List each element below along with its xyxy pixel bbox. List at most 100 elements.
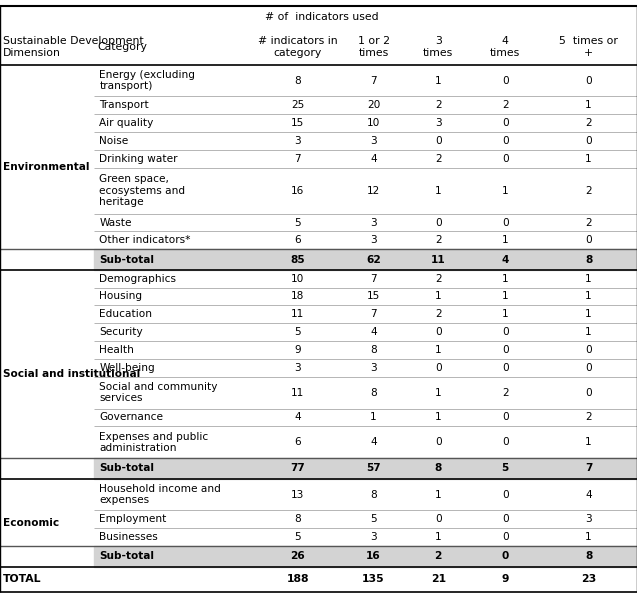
Text: Well-being: Well-being (99, 363, 155, 372)
Text: 4: 4 (370, 327, 377, 337)
Text: Security: Security (99, 327, 143, 337)
Text: 0: 0 (502, 437, 508, 448)
Text: 0: 0 (585, 387, 592, 398)
Text: 0: 0 (435, 363, 441, 372)
Text: 16: 16 (366, 551, 381, 561)
Text: 0: 0 (502, 327, 508, 337)
Text: 1: 1 (502, 186, 508, 195)
Text: 2: 2 (502, 100, 508, 110)
Text: 3: 3 (294, 136, 301, 146)
Text: Governance: Governance (99, 412, 163, 423)
Text: 1: 1 (435, 489, 441, 499)
Text: 4: 4 (370, 154, 377, 164)
Text: 0: 0 (435, 514, 441, 524)
Text: 1: 1 (435, 186, 441, 195)
Text: 0: 0 (502, 76, 508, 85)
Text: 2: 2 (435, 274, 441, 284)
Text: 20: 20 (367, 100, 380, 110)
Text: 2: 2 (502, 387, 508, 398)
Text: 0: 0 (435, 218, 441, 228)
Text: 0: 0 (585, 136, 592, 146)
Text: 5: 5 (294, 532, 301, 542)
Text: 0: 0 (502, 412, 508, 423)
Text: 7: 7 (370, 76, 377, 85)
Text: Economic: Economic (3, 517, 59, 527)
Text: 6: 6 (294, 437, 301, 448)
Text: 2: 2 (435, 235, 441, 246)
Text: 1: 1 (435, 345, 441, 355)
Text: 0: 0 (435, 437, 441, 448)
Text: 1: 1 (585, 154, 592, 164)
Bar (94, 546, 637, 567)
Text: 1: 1 (585, 274, 592, 284)
Text: Housing: Housing (99, 291, 143, 302)
Text: 11: 11 (291, 309, 304, 319)
Text: Sub-total: Sub-total (99, 551, 154, 561)
Text: 0: 0 (501, 551, 509, 561)
Text: 8: 8 (370, 489, 377, 499)
Text: 77: 77 (290, 464, 305, 473)
Text: 5  times or
+: 5 times or + (559, 36, 618, 58)
Text: 0: 0 (502, 514, 508, 524)
Text: 2: 2 (435, 309, 441, 319)
Text: 18: 18 (291, 291, 304, 302)
Text: 3: 3 (370, 136, 377, 146)
Text: Businesses: Businesses (99, 532, 158, 542)
Text: 8: 8 (370, 387, 377, 398)
Text: 11: 11 (431, 254, 446, 265)
Text: 1: 1 (585, 309, 592, 319)
Text: 0: 0 (502, 218, 508, 228)
Text: 1: 1 (585, 532, 592, 542)
Text: Demographics: Demographics (99, 274, 176, 284)
Text: Sub-total: Sub-total (99, 464, 154, 473)
Text: 25: 25 (291, 100, 304, 110)
Text: 7: 7 (370, 309, 377, 319)
Text: 9: 9 (294, 345, 301, 355)
Text: 2: 2 (434, 551, 442, 561)
Bar (94, 458, 637, 479)
Text: 3
times: 3 times (423, 36, 454, 58)
Text: 3: 3 (370, 218, 377, 228)
Text: 8: 8 (294, 514, 301, 524)
Text: 5: 5 (294, 218, 301, 228)
Text: 0: 0 (502, 489, 508, 499)
Text: Green space,
ecosystems and
heritage: Green space, ecosystems and heritage (99, 174, 185, 207)
Text: 10: 10 (367, 118, 380, 128)
Text: 9: 9 (501, 575, 509, 584)
Text: 3: 3 (435, 118, 441, 128)
Text: 3: 3 (585, 514, 592, 524)
Text: 2: 2 (585, 118, 592, 128)
Text: 2: 2 (435, 100, 441, 110)
Text: Noise: Noise (99, 136, 129, 146)
Text: 62: 62 (366, 254, 381, 265)
Text: 15: 15 (367, 291, 380, 302)
Text: 4: 4 (370, 437, 377, 448)
Text: 1: 1 (435, 76, 441, 85)
Text: 188: 188 (287, 575, 309, 584)
Text: 0: 0 (502, 136, 508, 146)
Text: 1: 1 (435, 291, 441, 302)
Text: 4
times: 4 times (490, 36, 520, 58)
Text: 7: 7 (294, 154, 301, 164)
Text: 1 or 2
times: 1 or 2 times (357, 36, 390, 58)
Text: 3: 3 (370, 532, 377, 542)
Text: Air quality: Air quality (99, 118, 154, 128)
Text: 0: 0 (502, 532, 508, 542)
Text: 11: 11 (291, 387, 304, 398)
Text: 10: 10 (291, 274, 304, 284)
Text: 0: 0 (585, 235, 592, 246)
Text: 6: 6 (294, 235, 301, 246)
Text: 3: 3 (370, 363, 377, 372)
Text: 1: 1 (585, 327, 592, 337)
Text: 21: 21 (431, 575, 446, 584)
Text: 1: 1 (585, 291, 592, 302)
Text: 26: 26 (290, 551, 305, 561)
Text: Expenses and public
administration: Expenses and public administration (99, 432, 208, 453)
Text: 3: 3 (294, 363, 301, 372)
Text: 8: 8 (585, 551, 592, 561)
Text: 8: 8 (294, 76, 301, 85)
Text: 1: 1 (435, 532, 441, 542)
Text: # indicators in
category: # indicators in category (258, 36, 338, 58)
Text: 8: 8 (370, 345, 377, 355)
Text: 13: 13 (291, 489, 304, 499)
